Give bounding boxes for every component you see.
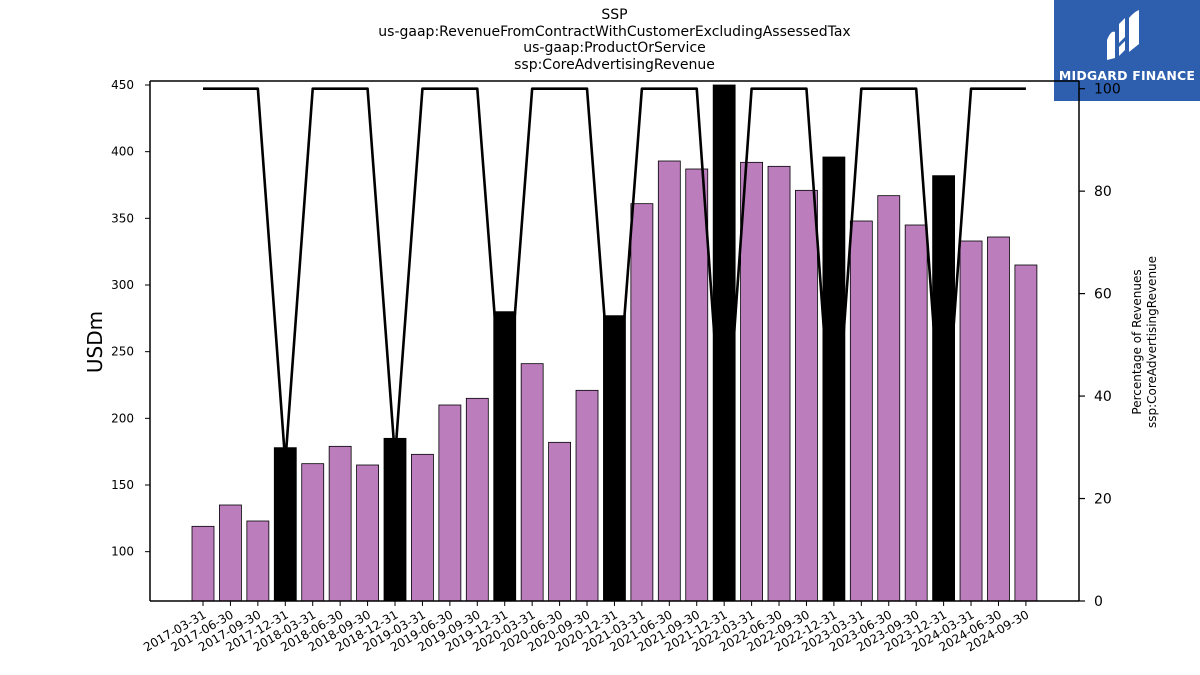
bar-2023-06-30	[877, 195, 901, 602]
bar-2018-09-30	[356, 464, 379, 602]
bar-2023-03-31	[849, 220, 873, 602]
bar-2023-09-30	[904, 224, 928, 602]
y-tick-label-200: 200	[111, 411, 134, 425]
bar-2021-12-31	[712, 84, 736, 602]
bar-2018-03-31	[301, 463, 325, 602]
chart-title-line-1: SSP	[601, 7, 628, 23]
brand-name: MIDGARD FINANCE	[1058, 68, 1196, 83]
bar-2021-09-30	[685, 168, 709, 602]
percentage-line	[203, 87, 1026, 475]
bar-2017-03-31	[191, 525, 215, 602]
bar-2024-09-30	[1014, 264, 1038, 602]
bar-2017-06-30	[219, 504, 242, 602]
logo-mark-icon	[1107, 10, 1139, 60]
bar-2019-03-31	[411, 453, 434, 602]
y-tick-label-100: 100	[111, 545, 134, 559]
y2-tick-label-20: 20	[1094, 492, 1112, 508]
bar-2019-09-30	[465, 397, 489, 602]
bar-2020-06-30	[548, 441, 571, 602]
bar-2021-06-30	[657, 160, 681, 602]
y-tick-label-450: 450	[111, 78, 134, 92]
bar-2020-09-30	[575, 389, 599, 602]
y2-tick-label-60: 60	[1094, 287, 1112, 303]
y-tick-label-150: 150	[111, 478, 134, 492]
bar-2018-06-30	[328, 445, 352, 602]
chart-title-line-3: us-gaap:ProductOrService	[523, 40, 706, 56]
bar-2022-06-30	[767, 165, 791, 602]
bar-2022-03-31	[740, 161, 763, 602]
y2-tick-label-40: 40	[1094, 389, 1112, 405]
bar-2021-03-31	[630, 203, 654, 602]
bar-2020-03-31	[520, 363, 544, 602]
y-tick-label-250: 250	[111, 345, 134, 359]
y-tick-label-350: 350	[111, 211, 134, 225]
bar-2019-06-30	[438, 404, 462, 602]
bar-2024-03-31	[959, 240, 983, 602]
y-tick-label-300: 300	[111, 278, 134, 292]
y2-tick-label-80: 80	[1094, 184, 1112, 200]
bar-2024-06-30	[987, 236, 1010, 602]
brand-logo: MIDGARD FINANCE	[1054, 0, 1200, 101]
y-tick-label-400: 400	[111, 145, 134, 159]
bar-2017-12-31	[273, 447, 297, 602]
bar-2017-09-30	[246, 520, 270, 602]
bar-2022-09-30	[795, 189, 818, 602]
chart-title-line-4: ssp:CoreAdvertisingRevenue	[514, 56, 715, 73]
y2-tick-label-100: 100	[1094, 82, 1121, 98]
chart-title-line-2: us-gaap:RevenueFromContractWithCustomerE…	[378, 23, 851, 40]
bar-2018-12-31	[383, 437, 407, 602]
bar-2023-12-31	[932, 175, 956, 602]
y2-tick-label-0: 0	[1094, 594, 1103, 610]
